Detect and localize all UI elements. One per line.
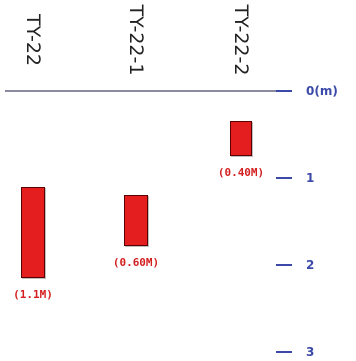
well-name-label: TY-22-1 — [125, 4, 147, 76]
depth-tick — [276, 264, 292, 266]
depth-tick — [276, 177, 292, 179]
interval-bar — [124, 195, 148, 246]
depth-label: 0(m) — [306, 84, 338, 98]
well-name-label: TY-22 — [22, 14, 44, 66]
interval-bar — [21, 186, 45, 279]
depth-label: 1 — [306, 171, 315, 185]
depth-label: 3 — [306, 345, 315, 359]
depth-tick — [276, 351, 292, 353]
interval-thickness-label: (0.60M) — [112, 255, 160, 269]
depth-tick — [276, 90, 292, 92]
ground-surface-line — [5, 90, 288, 92]
well-name-label: TY-22-2 — [230, 4, 252, 76]
interval-bar — [230, 121, 252, 157]
interval-thickness-label: (0.40M) — [217, 166, 265, 180]
depth-label: 2 — [306, 258, 315, 272]
interval-thickness-label: (1.1M) — [13, 288, 53, 302]
